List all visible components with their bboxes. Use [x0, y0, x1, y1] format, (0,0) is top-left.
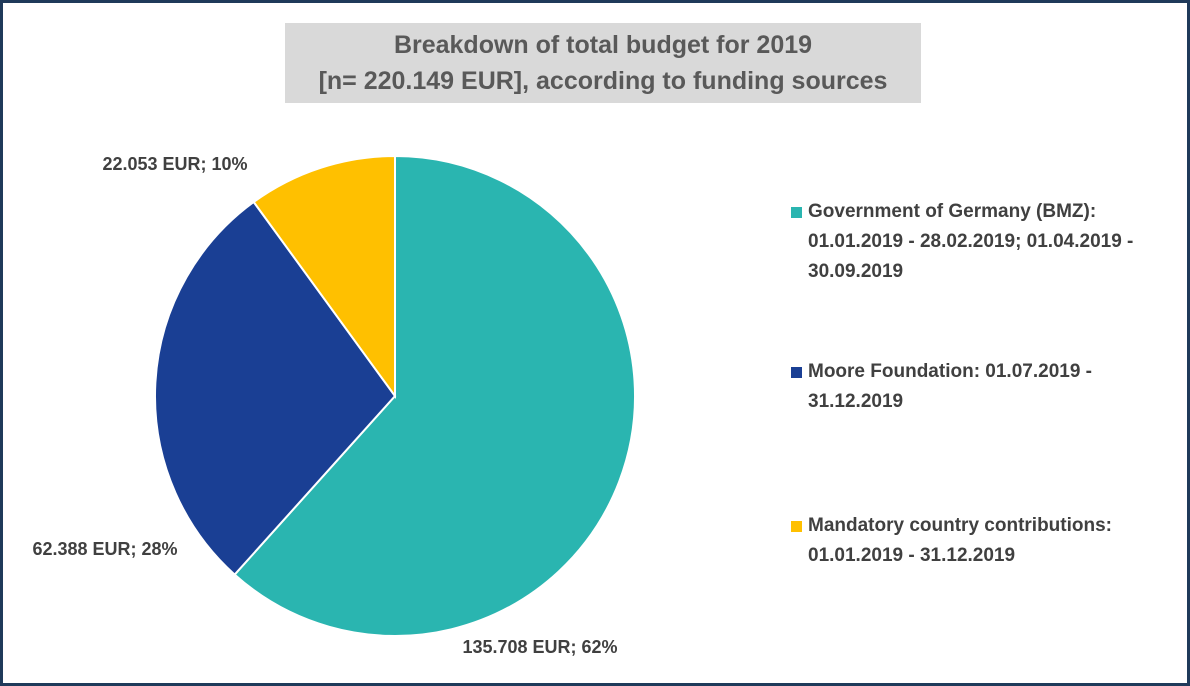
data-label: 62.388 EUR; 28%: [32, 539, 177, 559]
pie-slice: [154, 200, 397, 576]
pie-slice: [252, 154, 396, 400]
legend-label: Mandatory country contributions: 01.01.2…: [808, 515, 1112, 566]
legend-label: Moore Foundation: 01.07.2019 - 31.12.201…: [808, 361, 1092, 412]
chart-title: Breakdown of total budget for 2019: [393, 31, 813, 59]
legend-swatch: [791, 521, 802, 532]
legend-label: Government of Germany (BMZ): 01.01.2019 …: [808, 201, 1134, 282]
pie-slice: [233, 154, 636, 637]
data-label: 135.708 EUR; 62%: [462, 637, 617, 657]
chart-subtitle: [n= 220.149 EUR], according to funding s…: [318, 67, 888, 95]
data-label: 22.053 EUR; 10%: [102, 154, 247, 174]
legend-swatch: [791, 367, 802, 378]
title-box: Breakdown of total budget for 2019 [n= 2…: [285, 23, 921, 103]
legend-swatch: [791, 207, 802, 218]
